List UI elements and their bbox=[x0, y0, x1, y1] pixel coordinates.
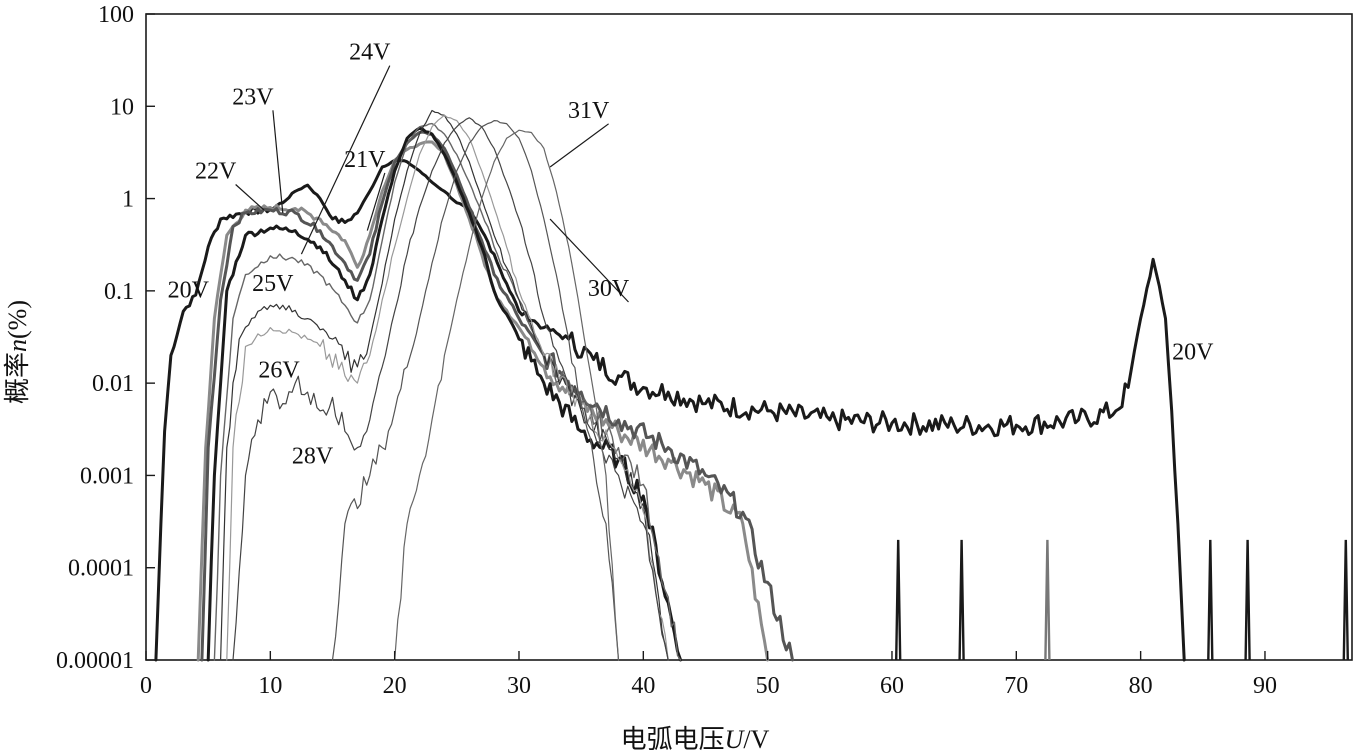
x-tick-label-10: 10 bbox=[258, 673, 282, 699]
y-tick-label-7: 100 bbox=[98, 2, 134, 28]
spike-mark-0 bbox=[895, 539, 902, 661]
axis-ticks: 0 10 20 30 40 50 60 70 80 90 0.00001 0.0001 0.001 0.0… bbox=[56, 2, 1277, 699]
annotation-leader-2 bbox=[235, 184, 265, 211]
y-tick-label-1: 0.0001 bbox=[68, 556, 134, 582]
x-tick-label-40: 40 bbox=[631, 673, 655, 699]
curve-label-10: 20V bbox=[1172, 340, 1214, 366]
curve-label-0: 20V bbox=[168, 277, 210, 303]
series-layer bbox=[154, 109, 1186, 662]
annotation-leader-3 bbox=[272, 110, 284, 213]
curve-label-2: 22V bbox=[195, 159, 237, 185]
series-line-20v-0 bbox=[154, 158, 1186, 662]
y-axis-title: 概率n(%) bbox=[3, 300, 32, 404]
y-tick-label-5: 1 bbox=[122, 187, 134, 213]
spike-layer bbox=[895, 539, 1349, 661]
x-tick-label-50: 50 bbox=[756, 673, 780, 699]
x-tick-label-60: 60 bbox=[880, 673, 904, 699]
series-line-26v-6 bbox=[226, 114, 669, 661]
plot-frame bbox=[145, 13, 1353, 661]
curve-annotations: 20V 21V 22V 23V 24V 25V 26V 28V 30V 31V 20V bbox=[168, 40, 1215, 470]
y-tick-label-2: 0.001 bbox=[80, 463, 134, 489]
curve-label-5: 25V bbox=[252, 271, 294, 297]
y-tick-label-4: 0.1 bbox=[104, 279, 134, 305]
annotation-leader-4 bbox=[300, 65, 391, 255]
x-tick-label-30: 30 bbox=[507, 673, 531, 699]
x-tick-label-80: 80 bbox=[1129, 673, 1153, 699]
curve-label-4: 24V bbox=[349, 40, 391, 66]
y-tick-label-6: 10 bbox=[110, 94, 134, 120]
series-line-28v-7 bbox=[232, 117, 669, 661]
spike-mark-1 bbox=[958, 539, 965, 661]
y-tick-label-3: 0.01 bbox=[92, 371, 134, 397]
x-tick-label-90: 90 bbox=[1253, 673, 1277, 699]
x-tick-label-20: 20 bbox=[383, 673, 407, 699]
spike-mark-3 bbox=[1207, 539, 1214, 661]
y-tick-label-0: 0.00001 bbox=[56, 648, 134, 674]
series-line-31v-9 bbox=[394, 129, 620, 661]
curve-label-3: 23V bbox=[232, 84, 274, 110]
curve-label-1: 21V bbox=[344, 147, 386, 173]
annotation-leader-1 bbox=[366, 172, 386, 231]
curve-label-8: 30V bbox=[588, 276, 630, 302]
curve-label-6: 26V bbox=[258, 358, 300, 384]
curve-label-7: 28V bbox=[292, 443, 334, 469]
spike-mark-4 bbox=[1244, 539, 1251, 661]
curve-label-9: 31V bbox=[568, 98, 610, 124]
annotation-leader-8 bbox=[549, 218, 629, 303]
series-line-30v-8 bbox=[331, 120, 620, 661]
x-tick-label-70: 70 bbox=[1004, 673, 1028, 699]
x-axis-title: 电弧电压U/V bbox=[621, 725, 770, 753]
annotation-leader-9 bbox=[549, 123, 609, 168]
x-tick-label-0: 0 bbox=[140, 673, 152, 699]
spike-mark-2 bbox=[1044, 539, 1051, 661]
series-line-22v-2 bbox=[200, 130, 794, 662]
spike-mark-5 bbox=[1342, 539, 1349, 661]
